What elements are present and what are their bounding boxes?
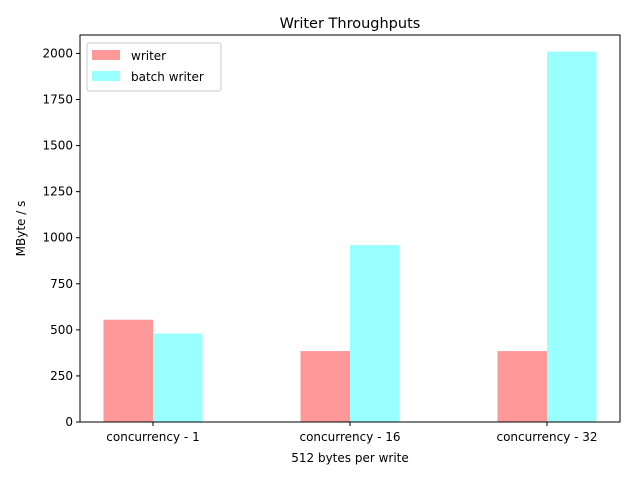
- chart-title: Writer Throughputs: [280, 16, 421, 32]
- bar-writer-2: [300, 351, 350, 422]
- legend-label-writer: writer: [131, 49, 166, 63]
- y-tick-label: 2000: [42, 46, 73, 60]
- y-axis: 0 250 500 750 1000 1250 1500 1750 2000: [42, 46, 80, 429]
- y-tick-label: 500: [50, 323, 73, 337]
- x-tick-label: concurrency - 1: [106, 430, 199, 444]
- y-tick-label: 1000: [42, 231, 73, 245]
- x-axis: concurrency - 1 concurrency - 16 concurren…: [106, 422, 598, 444]
- bar-writer-3: [497, 351, 547, 422]
- legend-box: [86, 42, 222, 92]
- bar-batch-writer-1: [153, 333, 203, 422]
- legend-swatch-batch-writer: [92, 71, 120, 81]
- x-tick-label: concurrency - 32: [496, 430, 597, 444]
- bar-batch-writer-2: [350, 245, 400, 422]
- bars-group: [103, 51, 597, 422]
- bar-batch-writer-3: [547, 51, 597, 422]
- bar-writer-1: [103, 319, 153, 422]
- x-axis-label: 512 bytes per write: [291, 451, 409, 465]
- y-axis-label: MByte / s: [14, 201, 28, 257]
- y-tick-label: 250: [50, 369, 73, 383]
- legend-label-batch-writer: batch writer: [131, 70, 204, 84]
- legend: writer batch writer: [86, 42, 222, 92]
- y-tick-label: 1750: [42, 93, 73, 107]
- y-tick-label: 750: [50, 277, 73, 291]
- y-tick-label: 1500: [42, 139, 73, 153]
- y-tick-label: 1250: [42, 185, 73, 199]
- y-tick-label: 0: [65, 415, 73, 429]
- legend-swatch-writer: [92, 50, 120, 60]
- x-tick-label: concurrency - 16: [299, 430, 400, 444]
